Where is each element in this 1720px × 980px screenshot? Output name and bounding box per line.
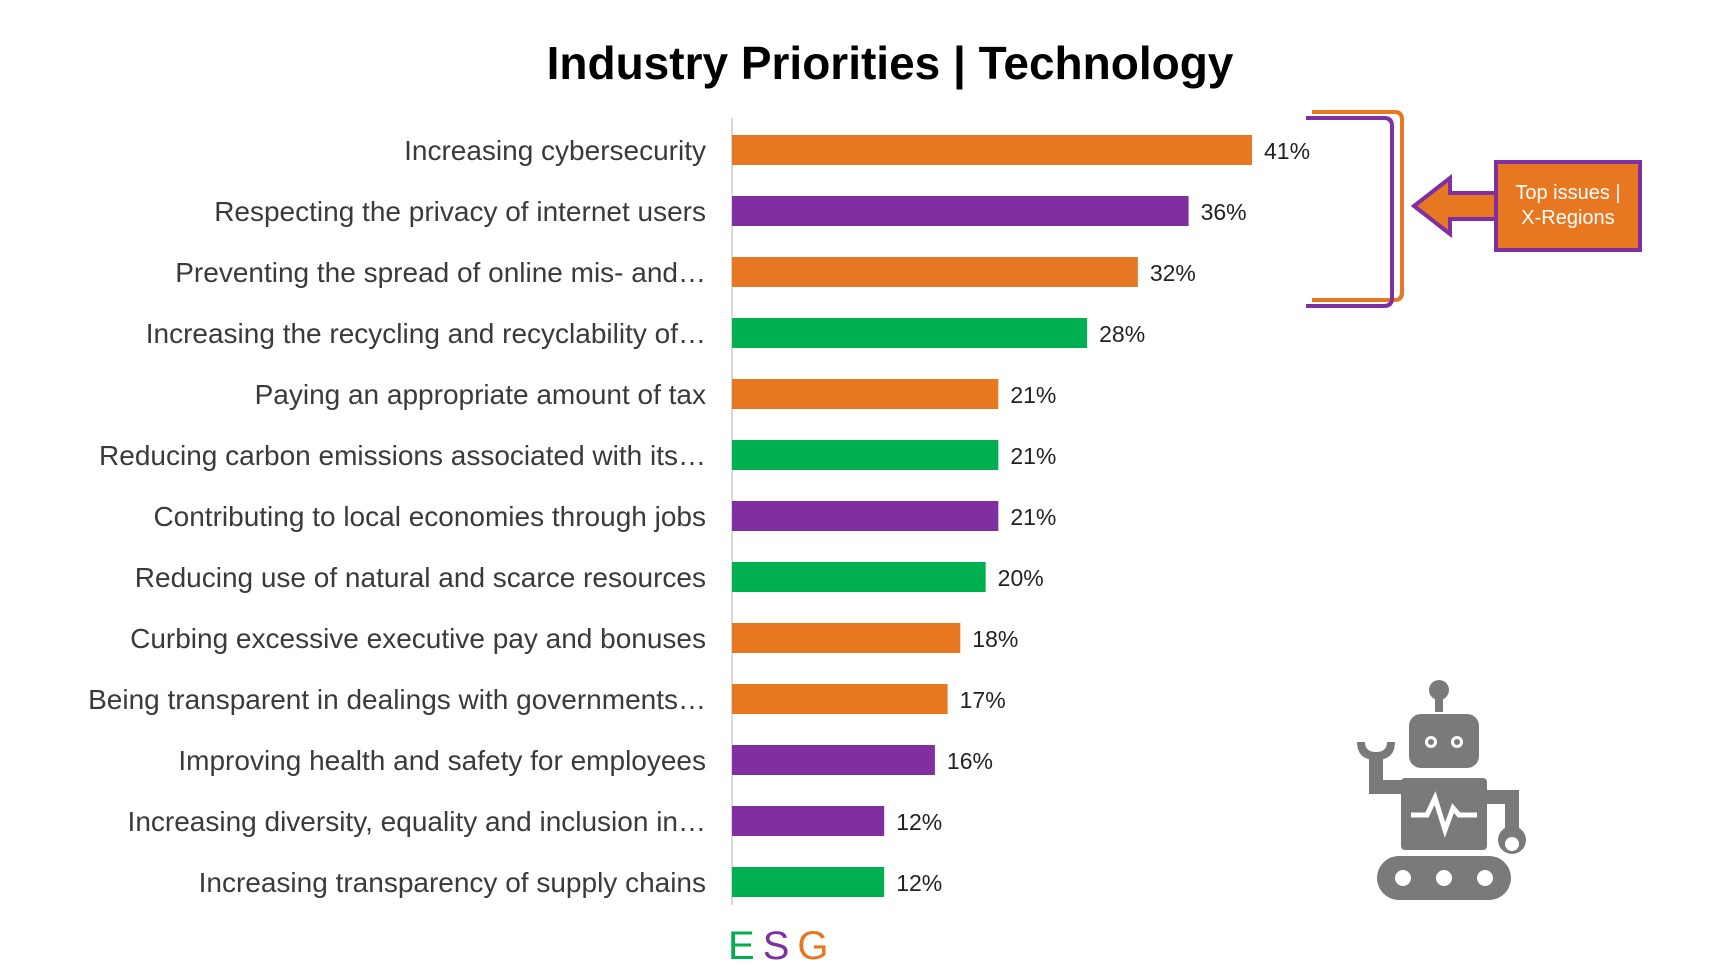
- category-label: Increasing transparency of supply chains: [199, 867, 706, 898]
- category-label: Curbing excessive executive pay and bonu…: [130, 623, 706, 654]
- category-label: Improving health and safety for employee…: [178, 745, 706, 776]
- bars-group: Increasing cybersecurity 41% Respecting th…: [88, 135, 1310, 898]
- bar: [732, 501, 999, 531]
- value-label: 17%: [960, 687, 1006, 713]
- value-label: 12%: [896, 870, 942, 896]
- value-label: 21%: [1010, 443, 1056, 469]
- bar: [732, 806, 885, 836]
- category-label: Reducing use of natural and scarce resou…: [135, 562, 706, 593]
- category-label: Paying an appropriate amount of tax: [255, 379, 706, 410]
- value-label: 12%: [896, 809, 942, 835]
- category-label: Increasing cybersecurity: [404, 135, 706, 166]
- bar: [732, 562, 986, 592]
- bar: [732, 379, 999, 409]
- chart-title: Industry Priorities | Technology: [546, 37, 1234, 89]
- callout-arrow-icon: [1410, 173, 1498, 239]
- legend-g: G: [797, 924, 831, 968]
- category-label: Respecting the privacy of internet users: [214, 196, 706, 227]
- value-label: 32%: [1150, 260, 1196, 286]
- bar: [732, 135, 1252, 165]
- bar: [732, 440, 999, 470]
- robot-icon: [1357, 680, 1526, 900]
- bracket-orange: [1312, 110, 1404, 302]
- legend-s: S: [762, 924, 792, 968]
- bar: [732, 196, 1189, 226]
- category-label: Increasing the recycling and recyclabili…: [146, 318, 706, 349]
- value-label: 20%: [998, 565, 1044, 591]
- callout-line-2: X-Regions: [1521, 207, 1615, 229]
- bar: [732, 318, 1088, 348]
- value-label: 16%: [947, 748, 993, 774]
- bracket-purple: [1306, 116, 1394, 308]
- bar: [732, 867, 885, 897]
- category-label: Being transparent in dealings with gover…: [88, 684, 706, 715]
- value-label: 21%: [1010, 504, 1056, 530]
- bar: [732, 257, 1138, 287]
- legend-e: E: [728, 924, 757, 968]
- value-label: 41%: [1264, 138, 1310, 164]
- bar: [732, 684, 948, 714]
- top-issues-callout: Top issues | X-Regions: [1494, 160, 1642, 252]
- value-label: 28%: [1099, 321, 1145, 347]
- category-label: Increasing diversity, equality and inclu…: [128, 806, 706, 837]
- category-label: Reducing carbon emissions associated wit…: [99, 440, 706, 471]
- bar: [732, 745, 935, 775]
- callout-line-1: Top issues |: [1515, 182, 1621, 204]
- bar: [732, 623, 961, 653]
- category-label: Contributing to local economies through …: [153, 501, 706, 532]
- value-label: 18%: [972, 626, 1018, 652]
- category-label: Preventing the spread of online mis- and…: [175, 257, 706, 288]
- value-label: 36%: [1201, 199, 1247, 225]
- value-label: 21%: [1010, 382, 1056, 408]
